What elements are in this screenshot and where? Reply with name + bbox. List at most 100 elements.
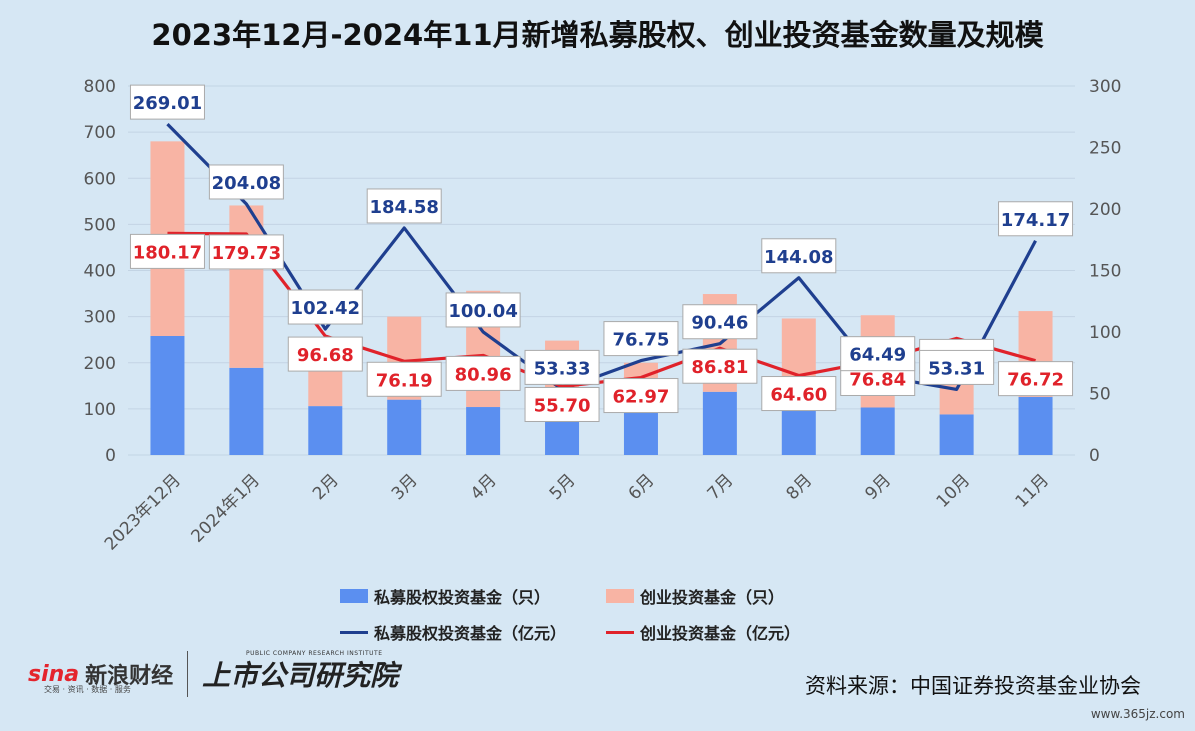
data-label-vc-scale-box (682, 348, 758, 384)
bar-pe-count (466, 407, 501, 455)
sina-logo: sina (28, 661, 80, 687)
x-tick-label: 7月 (704, 470, 738, 504)
bar-vc-count (229, 205, 264, 368)
legend-item-vc-count: 创业投资基金（只） (606, 584, 872, 608)
bar-pe-count (545, 418, 580, 455)
sina-tagline: 交易 · 资讯 · 数据 · 服务 (44, 685, 131, 694)
data-label-pe-scale-box (129, 84, 205, 120)
data-label-vc-scale: 64.60 (770, 385, 827, 406)
chart-title: 2023年12月-2024年11月新增私募股权、创业投资基金数量及规模 (151, 18, 1044, 52)
y-left-tick-label: 300 (84, 308, 116, 328)
y-right-tick-label: 200 (1089, 200, 1121, 220)
y-left-tick-label: 400 (84, 262, 116, 282)
data-label-pe-scale-box (524, 349, 600, 385)
data-label-vc-scale: 180.17 (133, 242, 202, 263)
data-label-pe-scale: 184.58 (369, 197, 438, 218)
x-tick-label: 8月 (783, 470, 817, 504)
data-label-pe-scale: 174.17 (1001, 210, 1070, 231)
legend-row-lines: 私募股权投资基金（亿元） 创业投资基金（亿元） (340, 620, 872, 644)
watermark: www.365jz.com (1090, 707, 1185, 721)
data-label-pe-scale: 64.49 (849, 345, 906, 366)
data-label-pe-scale: 53.33 (534, 358, 591, 379)
legend-swatch-pe-count (340, 589, 368, 603)
data-label-vc-scale: 86.81 (691, 357, 748, 378)
data-label-vc-scale-box (524, 386, 600, 422)
data-label-vc-scale: 62.97 (612, 387, 669, 408)
x-tick-label: 3月 (388, 470, 422, 504)
data-label-pe-scale: 269.01 (133, 93, 202, 114)
data-label-pe-scale: 204.08 (212, 173, 281, 194)
source-note: 资料来源：中国证券投资基金业协会 (805, 674, 1141, 698)
data-label-vc-scale-box (998, 361, 1074, 397)
data-label-pe-scale-box (682, 304, 758, 340)
sina-finance-name: 新浪财经 (85, 664, 174, 689)
bar-pe-count (229, 367, 264, 455)
data-label-vc-scale: 179.73 (212, 243, 281, 264)
data-label-pe-scale: 90.46 (691, 313, 748, 334)
data-label-pe-scale-box (998, 201, 1074, 237)
data-label-pe-scale: 53.31 (928, 358, 985, 379)
data-label-pe-scale: 102.42 (291, 298, 360, 319)
data-label-pe-scale-box (366, 188, 442, 224)
branding: sina 新浪财经 交易 · 资讯 · 数据 · 服务 PUBLIC COMPA… (28, 648, 398, 700)
y-right-tick-label: 300 (1089, 77, 1121, 97)
x-tick-label: 4月 (467, 470, 501, 504)
data-label-vc-scale: 80.96 (455, 364, 512, 385)
bar-pe-count (702, 391, 737, 455)
bar-pe-count (1018, 396, 1053, 455)
data-label-pe-scale-box (208, 164, 284, 200)
chart-canvas: 0 100 200 300 400 500 600 700 800 0 50 100 150 200 250… (84, 77, 1122, 554)
data-label-pe-scale-box (287, 289, 363, 325)
y-left-tick-label: 600 (84, 169, 116, 189)
x-tick-label: 9月 (861, 470, 895, 504)
data-label-vc-scale: 76.72 (1007, 370, 1064, 391)
y-right-tick-label: 250 (1089, 139, 1121, 159)
data-label-pe-scale-box (919, 349, 995, 385)
legend-label-vc-count: 创业投资基金（只） (640, 588, 785, 607)
data-label-vc-scale-box (366, 361, 442, 397)
y-left-tick-label: 100 (84, 400, 116, 420)
x-tick-label: 2024年1月 (187, 470, 263, 546)
y-right-tick-label: 100 (1089, 323, 1121, 343)
brand-divider (187, 651, 189, 697)
institute-english-name: PUBLIC COMPANY RESEARCH INSTITUTE (246, 650, 383, 657)
data-label-pe-scale-box (445, 292, 521, 328)
y-left-tick-label: 700 (84, 123, 116, 143)
bar-pe-count (860, 407, 895, 455)
x-tick-label: 2023年12月 (101, 470, 185, 554)
y-left-tick-label: 200 (84, 354, 116, 374)
y-right-tick-label: 0 (1089, 446, 1100, 466)
legend-item-vc-scale: 创业投资基金（亿元） (606, 620, 872, 644)
bar-pe-count (781, 403, 816, 455)
bar-pe-count (939, 414, 974, 455)
legend-item-pe-scale: 私募股权投资基金（亿元） (340, 620, 606, 644)
bar-pe-count (623, 412, 658, 455)
legend-label-vc-scale: 创业投资基金（亿元） (640, 624, 801, 643)
x-tick-label: 5月 (546, 470, 580, 504)
data-label-vc-scale-box (287, 336, 363, 372)
data-label-vc-scale: 76.84 (849, 369, 906, 390)
x-tick-label: 10月 (933, 470, 974, 511)
legend-line-vc-scale (606, 630, 634, 634)
data-label-pe-scale-box (840, 336, 916, 372)
legend-item-pe-count: 私募股权投资基金（只） (340, 584, 606, 608)
data-label-vc-scale-box (208, 234, 284, 270)
data-label-vc-scale-box (603, 378, 679, 414)
legend-label-pe-count: 私募股权投资基金（只） (374, 588, 551, 607)
y-left-tick-label: 800 (84, 77, 116, 97)
institute-logo: 上市公司研究院 (202, 659, 399, 692)
x-tick-label: 6月 (625, 470, 659, 504)
legend-swatch-vc-count (606, 589, 634, 603)
legend-row-bars: 私募股权投资基金（只） 创业投资基金（只） (340, 584, 872, 608)
y-left-tick-label: 0 (105, 446, 116, 466)
data-label-pe-scale-box (603, 321, 679, 357)
data-label-pe-scale: 100.04 (448, 301, 517, 322)
data-label-vc-scale-box (445, 355, 521, 391)
data-label-vc-scale: 55.70 (534, 395, 591, 416)
data-label-vc-scale-box (761, 376, 837, 412)
data-label-vc-scale: 96.68 (297, 345, 354, 366)
data-label-vc-scale-box (129, 233, 205, 269)
legend-label-pe-scale: 私募股权投资基金（亿元） (374, 624, 567, 643)
bar-pe-count (150, 335, 185, 455)
data-label-pe-scale: 76.75 (612, 330, 669, 351)
